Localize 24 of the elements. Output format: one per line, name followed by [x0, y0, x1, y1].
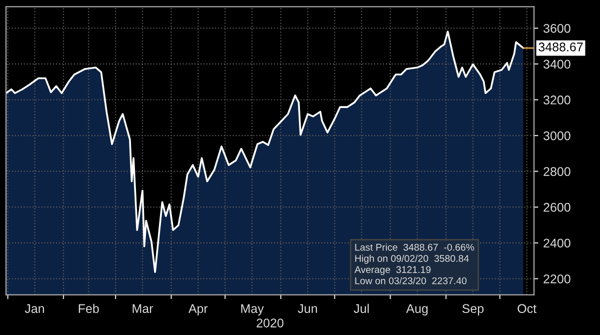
y-tick-label: 2200 [544, 274, 570, 284]
x-tick-label: Feb [78, 304, 99, 314]
y-tick-label: 3200 [544, 96, 570, 104]
x-tick-label: Apr [188, 304, 208, 316]
annotation: High on 09/02/20 3580.84 [355, 254, 469, 264]
x-tick-label: Aug [406, 304, 428, 316]
x-tick-label: Oct [518, 304, 536, 314]
y-tick-label: 2600 [544, 202, 570, 212]
x-tick-label: May [241, 304, 264, 316]
annotation: 3488.67 [538, 42, 583, 52]
x-tick-label: Sep [462, 304, 484, 316]
annotation: Last Price 3488.67 -0.66% [355, 244, 474, 251]
y-tick-label: 2800 [544, 167, 570, 176]
annotation: Low on 03/23/20 2237.40 [355, 277, 467, 284]
y-tick-label: 2400 [544, 238, 570, 248]
y-tick-label: 3400 [544, 60, 570, 69]
x-tick-label: Jun [298, 304, 317, 314]
annotation: Average 3121.19 [354, 266, 431, 275]
x-tick-label: Jan [24, 304, 44, 314]
x-axis-title: 2020 [256, 318, 284, 328]
y-tick-label: 3600 [544, 24, 570, 33]
x-tick-label: Mar [132, 304, 154, 314]
y-tick-label: 3000 [544, 131, 570, 140]
x-tick-label: Jul [354, 304, 369, 314]
